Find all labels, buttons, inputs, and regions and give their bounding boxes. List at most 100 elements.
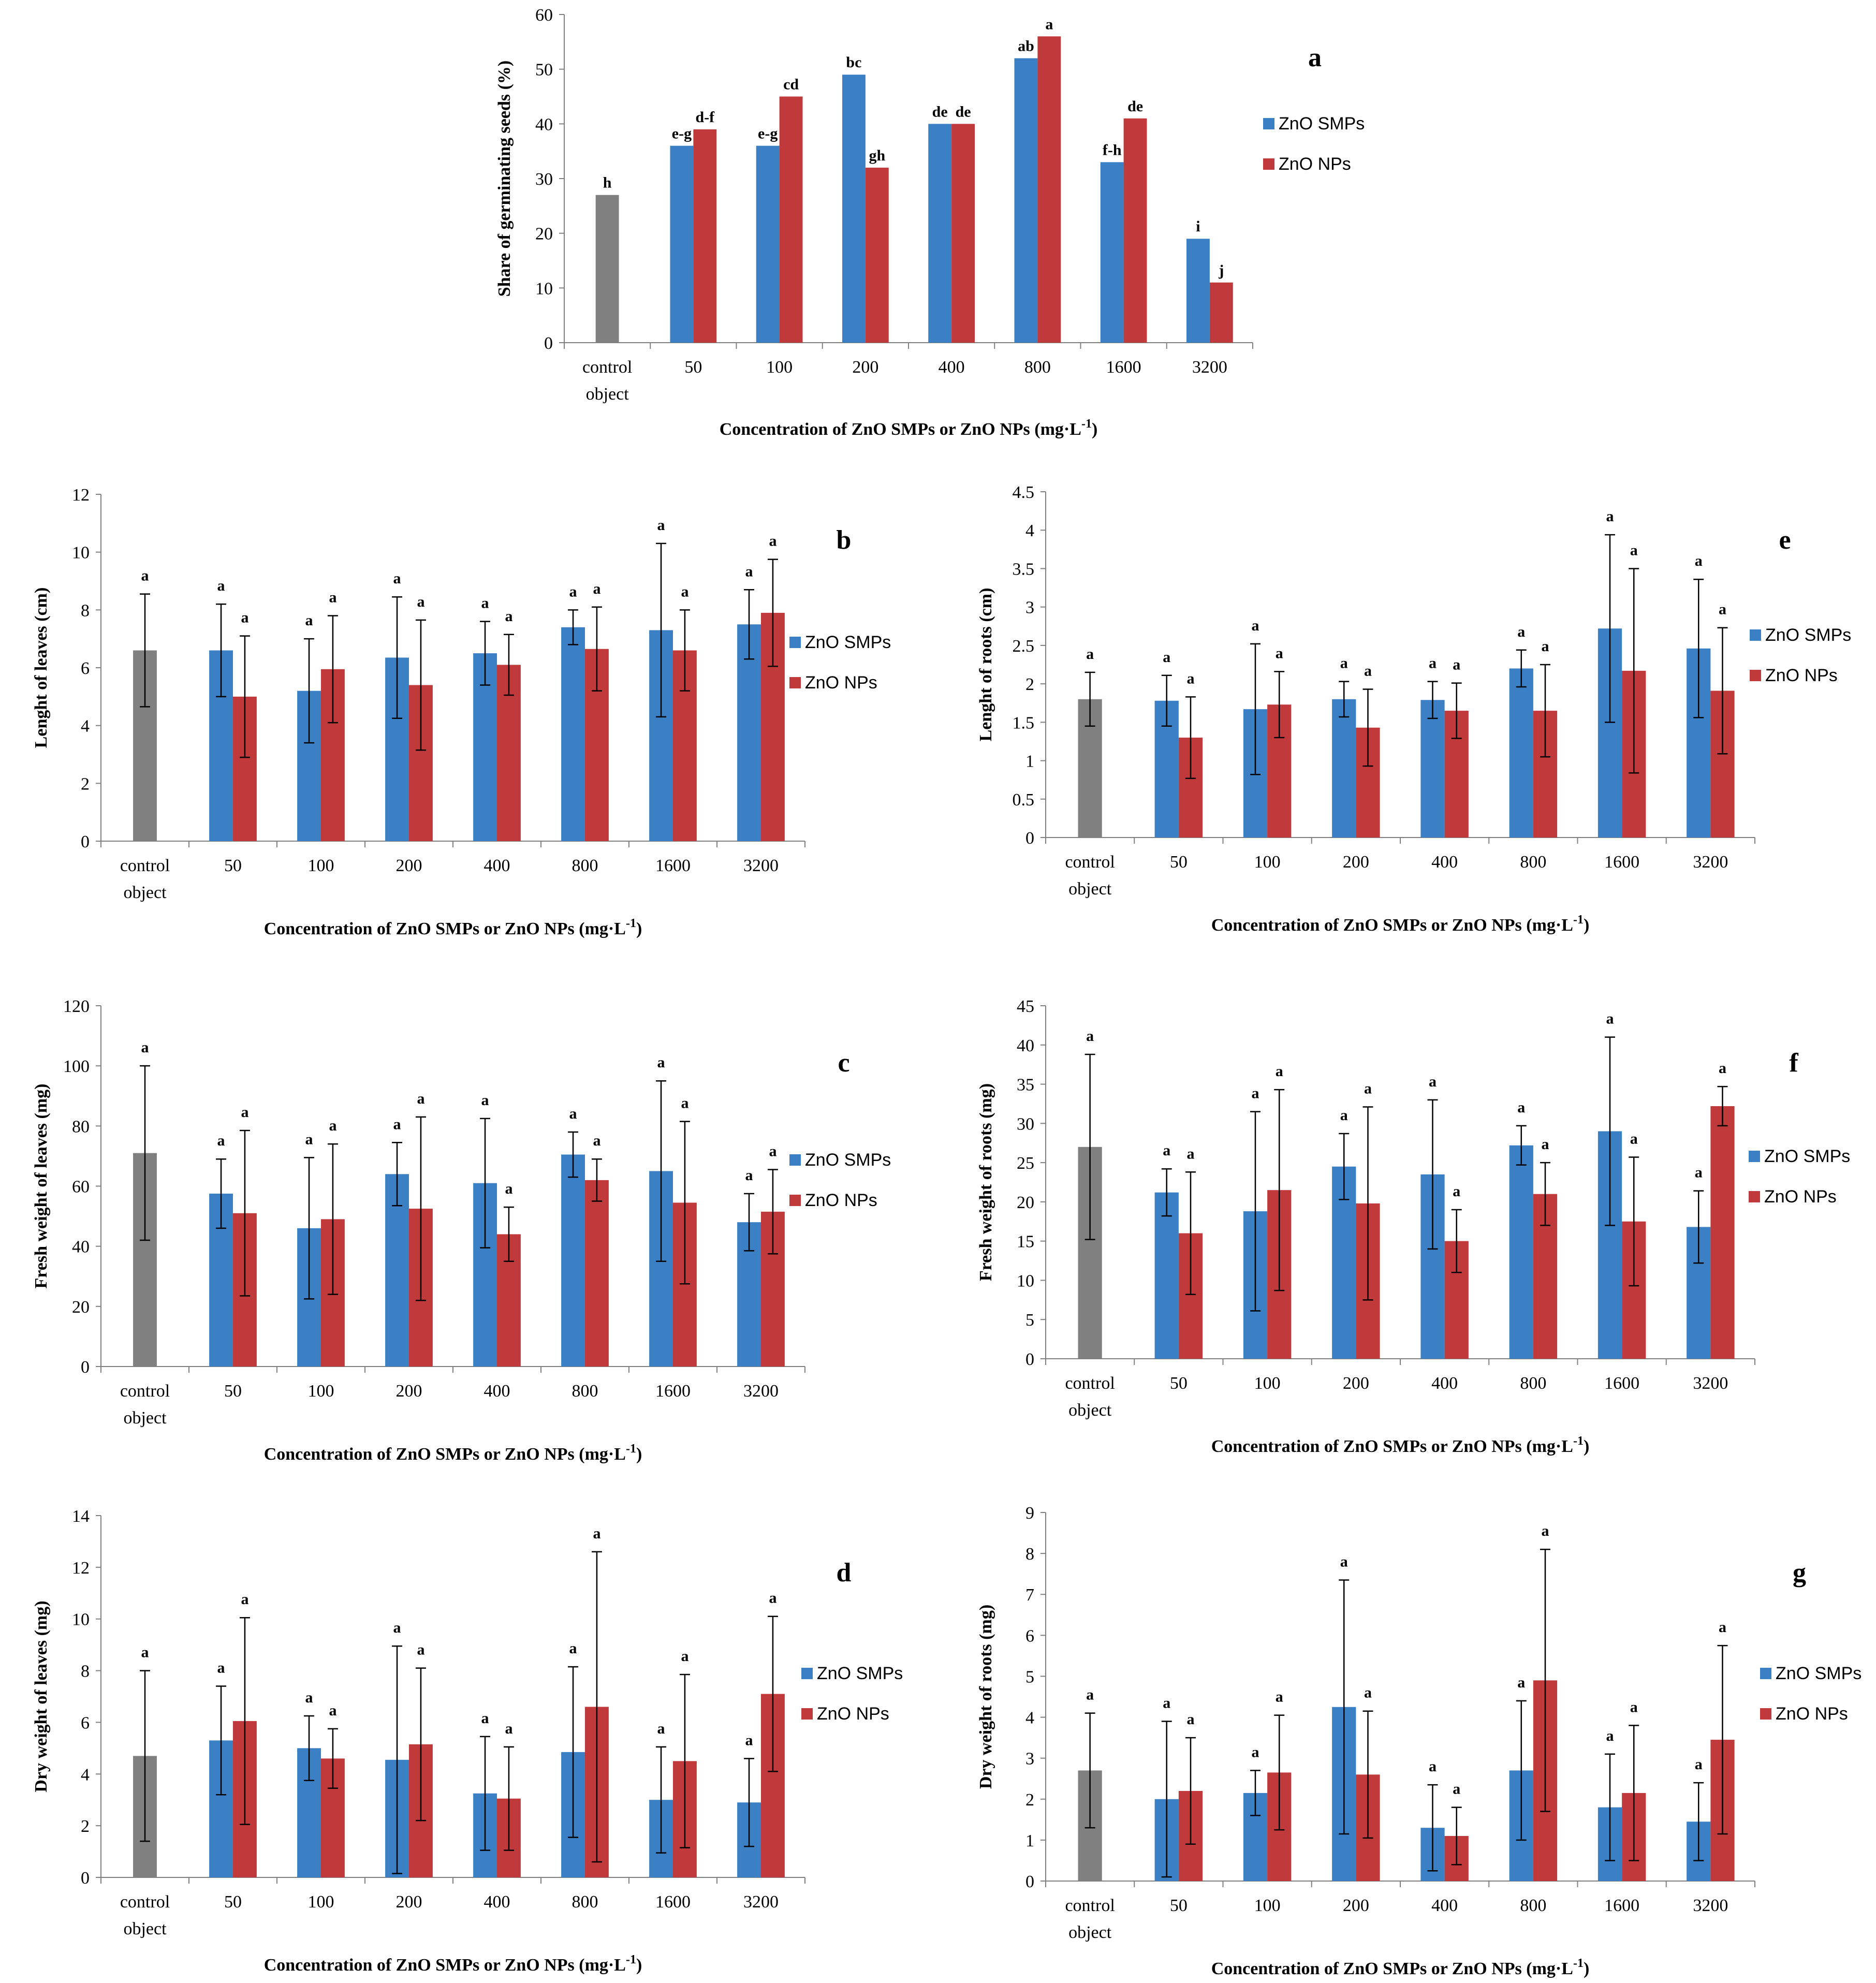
chart-c: 0 20 40 60 80 100 120 control object 50 100 200 400 8… (32, 997, 891, 1464)
legend-label: ZnO SMPs (1279, 114, 1365, 134)
legend-swatch-np (801, 1708, 813, 1720)
y-tick-label: 3.5 (1013, 560, 1035, 579)
significance-label: a (241, 609, 248, 626)
significance-label: a (1186, 1711, 1194, 1728)
y-tick-label: 9 (1025, 1504, 1034, 1523)
x-tick-label: 400 (1431, 853, 1458, 872)
y-tick-label: 30 (535, 170, 553, 189)
y-tick-label: 2 (81, 774, 90, 794)
bar-np (693, 129, 717, 343)
y-tick-label: 8 (81, 1662, 90, 1681)
legend-label: ZnO SMPs (805, 1150, 891, 1170)
y-tick-label: 15 (1017, 1232, 1034, 1252)
x-tick-label: 100 (766, 358, 793, 377)
legend-swatch-smp (789, 637, 801, 648)
x-tick-label: 3200 (1693, 1374, 1728, 1393)
significance-label: a (1163, 1694, 1170, 1711)
significance-label: d-f (695, 109, 715, 126)
significance-label: de (932, 103, 948, 120)
chart-g: 0 1 2 3 4 5 6 7 8 9 control object 50 100 200 400 800 160… (976, 1504, 1862, 1978)
y-tick-label: 80 (72, 1117, 90, 1136)
significance-label: a (1695, 1756, 1703, 1773)
x-axis-title: Concentration of ZnO SMPs or ZnO NPs (mg… (1211, 913, 1590, 935)
legend-swatch-np (1760, 1708, 1771, 1720)
significance-label: a (1429, 1073, 1437, 1090)
x-tick-label: object (1068, 1923, 1112, 1942)
significance-label: e-g (758, 125, 778, 142)
significance-label: a (1086, 1027, 1094, 1045)
x-tick-label: 800 (1520, 1374, 1546, 1393)
significance-label: a (481, 595, 489, 612)
x-axis-title: Concentration of ZnO SMPs or ZnO NPs (mg… (720, 417, 1098, 439)
significance-label: a (1429, 1758, 1437, 1775)
x-tick-label: object (123, 883, 167, 902)
x-tick-label: object (123, 1408, 167, 1428)
x-tick-label: 3200 (1693, 1896, 1728, 1915)
x-axis-title: Concentration of ZnO SMPs or ZnO NPs (mg… (1211, 1957, 1590, 1978)
significance-label: a (769, 1590, 776, 1607)
significance-label: ab (1018, 38, 1034, 55)
y-tick-label: 30 (1017, 1114, 1034, 1134)
significance-label: a (769, 533, 776, 550)
significance-label: a (657, 517, 665, 534)
chart-f: 0 5 10 15 20 25 30 35 40 45 control object 50 100 200 4… (976, 997, 1850, 1456)
x-tick-label: control (1065, 1374, 1115, 1393)
bar-smp (1332, 699, 1356, 838)
significance-label: a (593, 1525, 600, 1542)
bar-smp (670, 145, 694, 343)
y-tick-label: 0 (81, 832, 90, 851)
x-tick-label: control (120, 1382, 170, 1401)
significance-label: a (305, 1689, 313, 1706)
x-tick-label: 400 (1431, 1896, 1458, 1915)
legend-swatch-smp (789, 1154, 801, 1166)
panel-letter: b (837, 525, 852, 555)
significance-label: j (1218, 262, 1224, 279)
significance-label: a (1364, 663, 1372, 680)
significance-label: a (1719, 1060, 1726, 1077)
x-tick-label: object (123, 1919, 167, 1938)
significance-label: a (1276, 1688, 1283, 1706)
y-tick-label: 120 (63, 997, 90, 1016)
x-tick-label: 1600 (655, 1892, 691, 1912)
y-tick-label: 8 (81, 601, 90, 620)
bar-smp (1509, 668, 1533, 838)
y-tick-label: 0 (1025, 1350, 1034, 1369)
x-tick-label: 800 (572, 1382, 598, 1401)
significance-label: a (1045, 16, 1053, 33)
x-tick-label: 3200 (1693, 853, 1728, 872)
y-tick-label: 0 (1025, 829, 1034, 848)
significance-label: a (217, 1132, 225, 1149)
significance-label: bc (846, 54, 861, 71)
bar-np (951, 124, 975, 343)
significance-label: a (745, 563, 753, 580)
legend-swatch-smp (1760, 1668, 1771, 1679)
x-tick-label: 1600 (655, 856, 691, 875)
x-tick-label: 50 (224, 1382, 242, 1401)
significance-label: a (681, 1648, 688, 1665)
bar-np (1710, 1106, 1735, 1359)
significance-label: a (481, 1092, 489, 1109)
x-tick-label: 400 (484, 856, 510, 875)
y-axis-title: Lenght of roots (cm) (976, 588, 995, 742)
y-tick-label: 0 (81, 1358, 90, 1377)
legend: ZnO SMPs ZnO NPs (1750, 625, 1851, 685)
significance-label: a (505, 608, 512, 625)
x-tick-label: 800 (1520, 1896, 1546, 1915)
y-tick-label: 40 (72, 1238, 90, 1257)
legend: ZnO SMPs ZnO NPs (789, 1150, 891, 1210)
significance-label: a (329, 1702, 336, 1719)
x-tick-label: 200 (396, 1892, 422, 1912)
significance-label: a (1541, 1136, 1549, 1153)
significance-label: a (393, 1115, 401, 1133)
x-tick-label: 800 (572, 856, 598, 875)
panel-letter: g (1793, 1558, 1806, 1588)
significance-label: a (1453, 1183, 1460, 1200)
significance-label: a (241, 1591, 248, 1608)
significance-label: a (393, 570, 401, 587)
significance-label: a (417, 1090, 424, 1107)
bar-np (779, 96, 803, 343)
x-tick-label: 100 (1254, 1374, 1281, 1393)
x-tick-label: control (1065, 1896, 1115, 1915)
significance-label: a (1086, 1686, 1094, 1703)
